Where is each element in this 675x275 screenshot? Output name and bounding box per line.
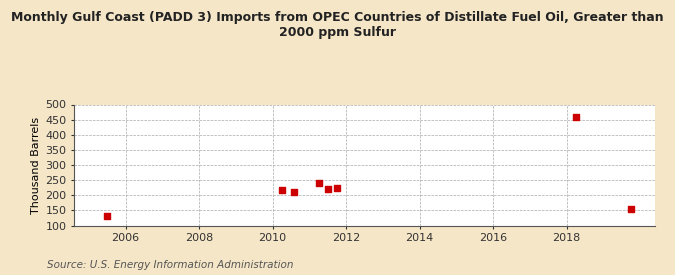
Point — [277, 187, 288, 192]
Text: Source: U.S. Energy Information Administration: Source: U.S. Energy Information Administ… — [47, 260, 294, 270]
Point — [626, 207, 637, 211]
Point — [313, 181, 324, 185]
Point — [331, 185, 342, 190]
Point — [570, 114, 581, 119]
Point — [288, 190, 299, 194]
Point — [323, 186, 333, 191]
Point — [102, 214, 113, 219]
Text: Monthly Gulf Coast (PADD 3) Imports from OPEC Countries of Distillate Fuel Oil, : Monthly Gulf Coast (PADD 3) Imports from… — [11, 11, 664, 39]
Y-axis label: Thousand Barrels: Thousand Barrels — [31, 116, 41, 214]
